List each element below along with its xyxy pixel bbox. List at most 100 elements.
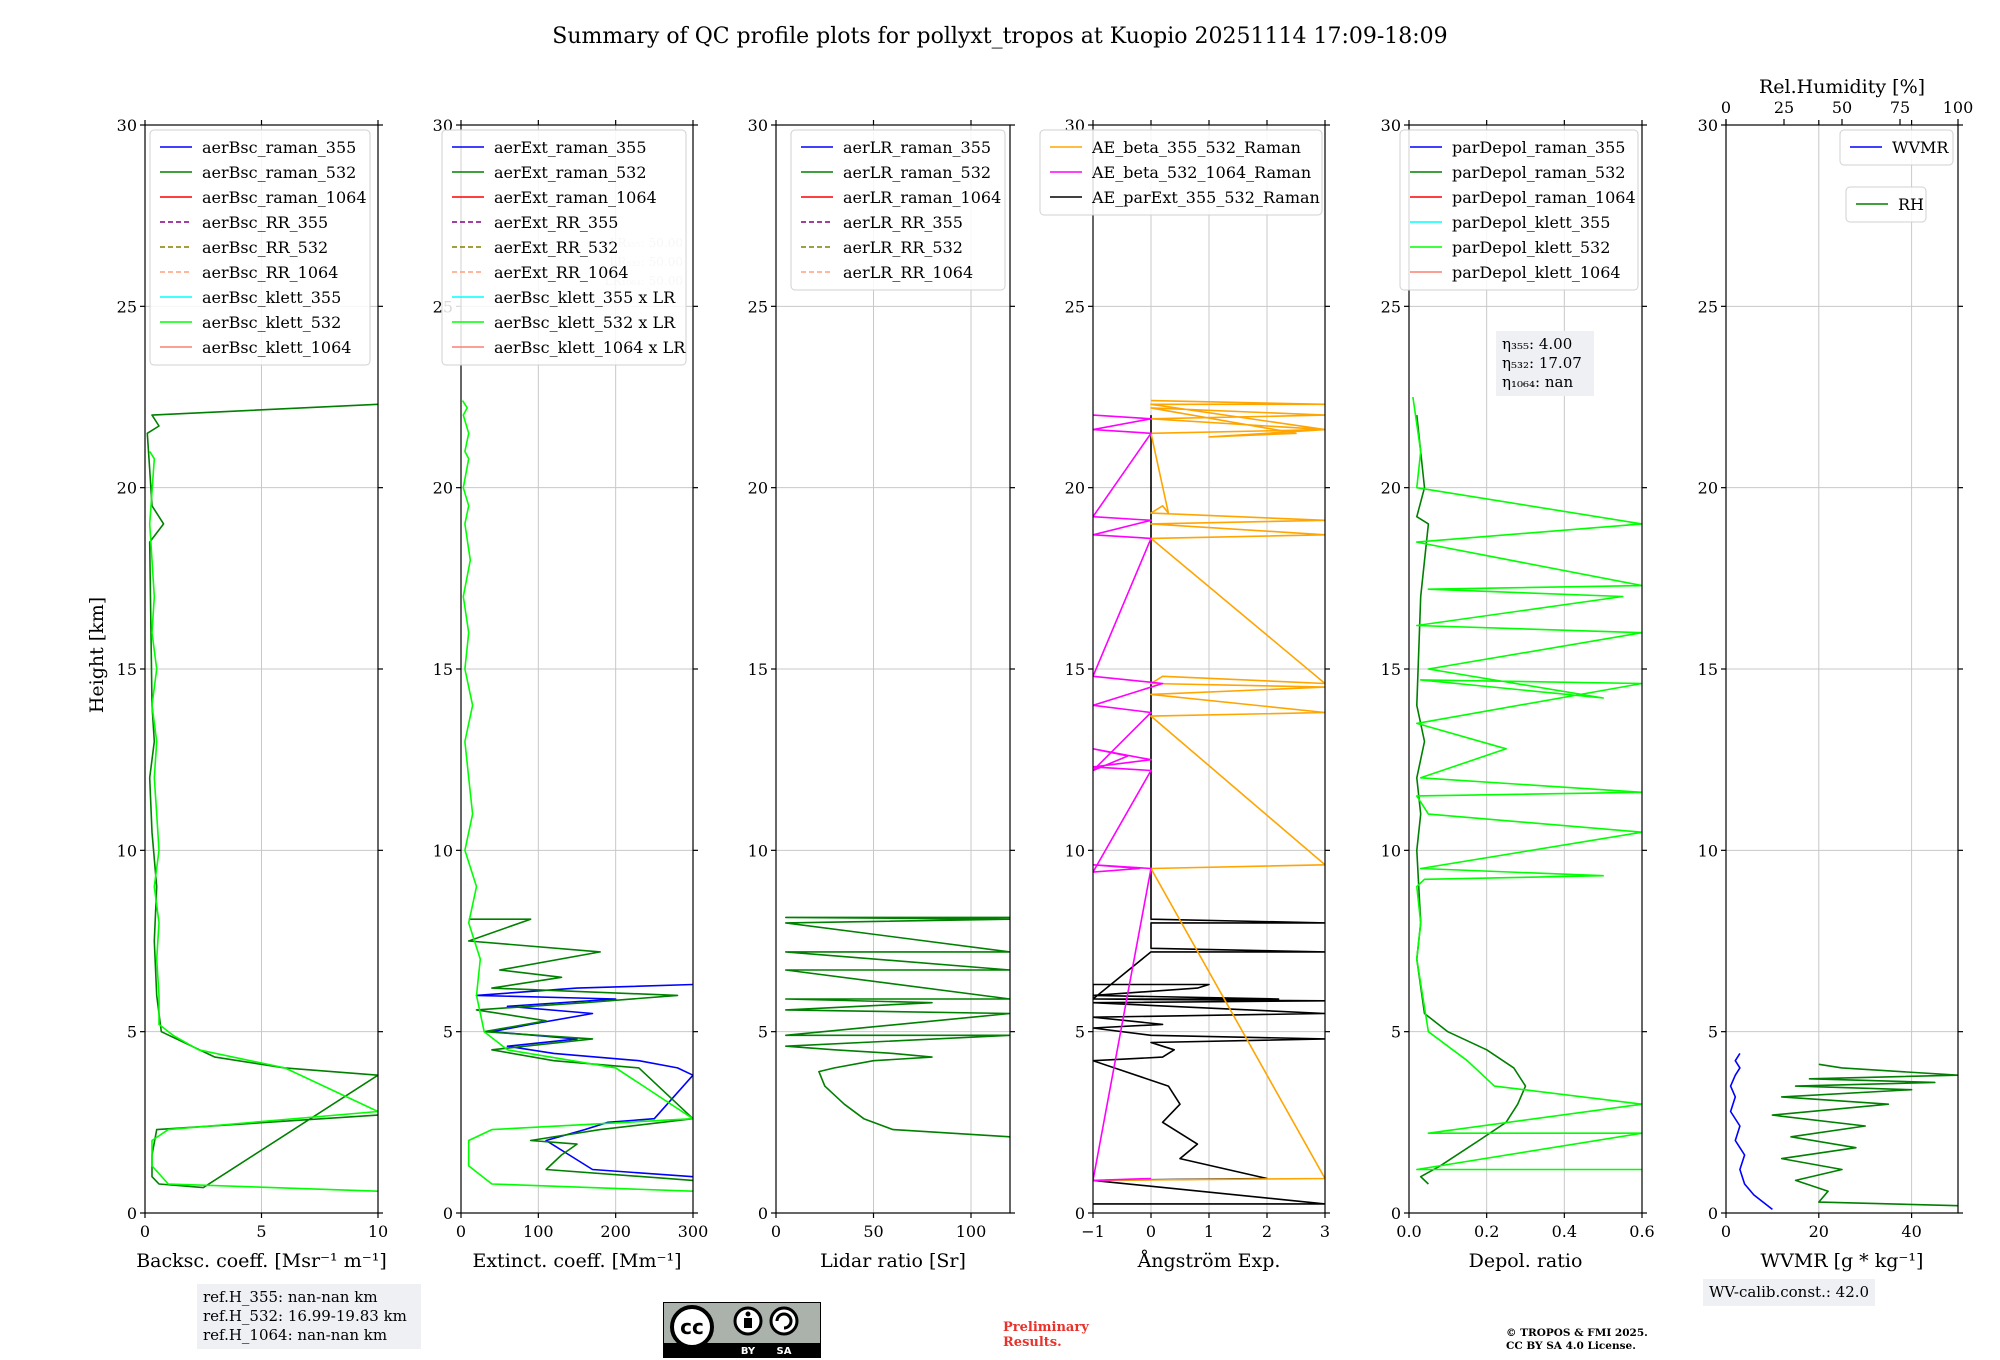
x-tick-label: 2 <box>1262 1222 1272 1241</box>
series-group <box>1729 1052 1958 1211</box>
legend: aerLR_raman_355 aerLR_raman_532 aerLR_rama… <box>790 129 1006 291</box>
legend-frame <box>1399 129 1639 291</box>
cc-icon-text: cc <box>680 1315 704 1339</box>
x-tick-label: 0 <box>140 1222 150 1241</box>
y-tick-label: 15 <box>433 660 453 679</box>
series-group <box>1093 399 1325 1205</box>
series-line-parDepol_raman_532 <box>1416 415 1527 1185</box>
copyright-note: © TROPOS & FMI 2025. CC BY SA 4.0 Licens… <box>1506 1327 1648 1353</box>
x-axis-label: Backsc. coeff. [Msr⁻¹ m⁻¹] <box>136 1250 387 1272</box>
legend-frame <box>790 129 1006 291</box>
x-tick-label: 100 <box>956 1222 987 1241</box>
legend-entry-label: aerBsc_RR_1064 <box>202 263 338 282</box>
top-x-tick-label: 75 <box>1890 98 1910 117</box>
top-x-tick-label: 100 <box>1943 98 1974 117</box>
legend-entry-label: WVMR <box>1892 138 1949 157</box>
legend: aerBsc_raman_355 aerBsc_raman_532 aerBsc_r… <box>149 129 371 366</box>
panel-depol: 0 5 10 15 20 25 30 0.0 0.2 0.4 0.6 Depol. ratio parD… <box>1381 116 1655 1272</box>
series-line-aerExt_raman_532 <box>467 918 693 1182</box>
x-tick-label: 5 <box>256 1222 266 1241</box>
cc-by-sa-license-badge: cc BY SA <box>663 1302 821 1358</box>
y-tick-label: 10 <box>748 841 768 860</box>
x-axis-label: WVMR [g * kg⁻¹] <box>1761 1250 1924 1272</box>
legend-entry-label: aerExt_RR_355 <box>494 213 618 232</box>
figure-title: Summary of QC profile plots for pollyxt_… <box>552 24 1447 49</box>
y-tick-label: 25 <box>117 297 137 316</box>
y-tick-label: 20 <box>1698 479 1718 498</box>
ref-height-1064: ref.H_1064: nan-nan km <box>203 1326 388 1344</box>
wv-calibration-box: WV-calib.const.: 42.0 <box>1703 1279 1876 1306</box>
y-tick-label: 15 <box>1698 660 1718 679</box>
series-line-aerBsc_klett_532 <box>148 450 378 1192</box>
x-tick-label: 200 <box>600 1222 631 1241</box>
x-tick-label: 300 <box>678 1222 709 1241</box>
legend-entry-label: aerBsc_klett_1064 x LR <box>494 338 686 357</box>
legend-entry-label: parDepol_raman_355 <box>1452 138 1625 157</box>
legend-entry-label: AE_parExt_355_532_Raman <box>1091 188 1320 207</box>
x-tick-label: 100 <box>523 1222 554 1241</box>
y-tick-label: 15 <box>1065 660 1085 679</box>
eta-box: η₃₅₅: 4.00 η₅₃₂: 17.07 η₁₀₆₄: nan <box>1496 331 1594 396</box>
legend: aerExt_raman_355 aerExt_raman_532 aerExt_r… <box>441 129 687 366</box>
legend: RH <box>1845 186 1927 223</box>
y-tick-label: 20 <box>1381 479 1401 498</box>
legend-entry-label: aerExt_raman_532 <box>494 163 647 182</box>
y-tick-label: 15 <box>117 660 137 679</box>
y-tick-label: 10 <box>433 841 453 860</box>
top-x-axis-label: Rel.Humidity [%] <box>1759 76 1925 98</box>
ref-height-box: ref.H_355: nan-nan km ref.H_532: 16.99-1… <box>197 1284 421 1349</box>
x-tick-label: 10 <box>368 1222 388 1241</box>
y-tick-label: 0 <box>1708 1204 1718 1223</box>
y-tick-label: 25 <box>1698 297 1718 316</box>
legend-frame <box>1839 129 1954 166</box>
series-line-WVMR <box>1729 1052 1773 1211</box>
panel-ext: 0510152025300100200300Extinct. coeff. [M… <box>433 116 709 1272</box>
y-tick-label: 10 <box>1381 841 1401 860</box>
eta-1064: η₁₀₆₄: nan <box>1502 373 1574 391</box>
x-tick-label: 40 <box>1901 1222 1921 1241</box>
legend-entry-label: aerLR_raman_532 <box>843 163 991 182</box>
legend-entry-label: aerBsc_klett_355 <box>202 288 341 307</box>
copyright-line-1: © TROPOS & FMI 2025. <box>1506 1327 1648 1339</box>
legend: parDepol_raman_355 parDepol_raman_532 parD… <box>1399 129 1639 291</box>
legend-entry-label: parDepol_klett_355 <box>1452 213 1610 232</box>
series-group <box>1412 396 1642 1185</box>
x-tick-label: 0 <box>1146 1222 1156 1241</box>
legend-entry-label: aerLR_RR_532 <box>843 238 963 257</box>
y-tick-label: 0 <box>443 1204 453 1223</box>
y-tick-label: 30 <box>748 116 768 135</box>
legend-entry-label: aerBsc_raman_532 <box>202 163 356 182</box>
series-line-RH <box>1771 1063 1958 1207</box>
legend: AE_beta_355_532_Raman AE_beta_532_1064_Ra… <box>1039 129 1323 216</box>
x-tick-label: 0.0 <box>1396 1222 1421 1241</box>
legend-entry-label: parDepol_klett_532 <box>1452 238 1610 257</box>
y-tick-label: 15 <box>748 660 768 679</box>
x-axis-label: Depol. ratio <box>1469 1250 1583 1272</box>
x-tick-label: 1 <box>1204 1222 1214 1241</box>
legend-entry-label: parDepol_raman_1064 <box>1452 188 1636 207</box>
top-x-tick-label: 50 <box>1832 98 1852 117</box>
legend-entry-label: aerExt_RR_1064 <box>494 263 629 282</box>
y-tick-label: 0 <box>1075 1204 1085 1223</box>
legend-entry-label: aerExt_RR_532 <box>494 238 618 257</box>
series-group <box>146 403 378 1192</box>
y-tick-label: 5 <box>1075 1023 1085 1042</box>
y-tick-label: 25 <box>1381 297 1401 316</box>
x-tick-label: 0.6 <box>1629 1222 1654 1241</box>
preliminary-line-2: Results. <box>1003 1335 1062 1350</box>
legend-entry-label: aerLR_raman_355 <box>843 138 991 157</box>
legend-entry-label: aerBsc_raman_355 <box>202 138 356 157</box>
panel-bsc: 0 5 10 15 20 25 30 0 5 10 Backsc. coeff. [Msr⁻¹ m⁻… <box>117 116 389 1272</box>
legend-entry-label: aerBsc_klett_355 x LR <box>494 288 676 307</box>
sa-icon <box>769 1306 799 1336</box>
x-tick-label: 0 <box>456 1222 466 1241</box>
top-x-tick-label: 25 <box>1774 98 1794 117</box>
x-tick-label: 3 <box>1320 1222 1330 1241</box>
eta-355: η₃₅₅: 4.00 <box>1502 335 1573 353</box>
series-line-aerBsc_raman_532 <box>146 403 378 1189</box>
cc-icon <box>670 1305 714 1349</box>
legend-frame <box>1039 129 1323 216</box>
y-tick-label: 5 <box>443 1023 453 1042</box>
